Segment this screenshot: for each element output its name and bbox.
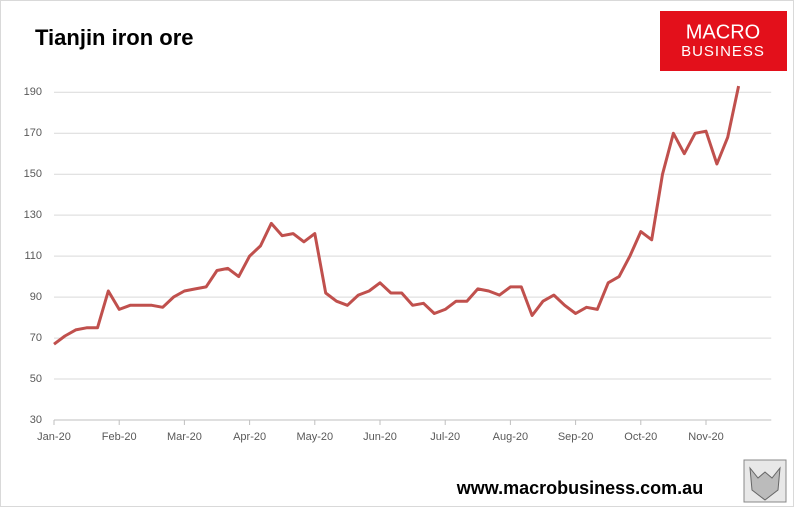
x-tick-label: Mar-20 bbox=[167, 431, 202, 443]
chart-title: Tianjin iron ore bbox=[35, 25, 194, 50]
x-tick-label: Nov-20 bbox=[688, 431, 723, 443]
x-tick-label: Sep-20 bbox=[558, 431, 593, 443]
x-tick-label: Apr-20 bbox=[233, 431, 266, 443]
x-tick-label: Jun-20 bbox=[363, 431, 397, 443]
y-tick-label: 130 bbox=[24, 209, 42, 221]
y-tick-label: 50 bbox=[30, 373, 42, 385]
x-tick-label: May-20 bbox=[296, 431, 333, 443]
x-tick-label: Aug-20 bbox=[493, 431, 528, 443]
y-tick-label: 30 bbox=[30, 414, 42, 426]
x-tick-label: Jan-20 bbox=[37, 431, 71, 443]
y-tick-label: 90 bbox=[30, 291, 42, 303]
y-tick-label: 110 bbox=[24, 250, 42, 262]
footer-url: www.macrobusiness.com.au bbox=[456, 478, 703, 498]
logo-text: MACRO bbox=[686, 21, 760, 43]
y-tick-label: 70 bbox=[30, 332, 42, 344]
y-tick-label: 150 bbox=[24, 168, 42, 180]
x-tick-label: Oct-20 bbox=[624, 431, 657, 443]
x-tick-label: Feb-20 bbox=[102, 431, 137, 443]
data-line bbox=[53, 85, 741, 346]
fox-icon-shape bbox=[749, 466, 781, 501]
y-tick-label: 170 bbox=[24, 127, 42, 139]
x-tick-label: Jul-20 bbox=[430, 431, 460, 443]
y-tick-label: 190 bbox=[24, 86, 42, 98]
logo-box bbox=[660, 11, 787, 71]
logo-text: BUSINESS bbox=[681, 43, 765, 60]
